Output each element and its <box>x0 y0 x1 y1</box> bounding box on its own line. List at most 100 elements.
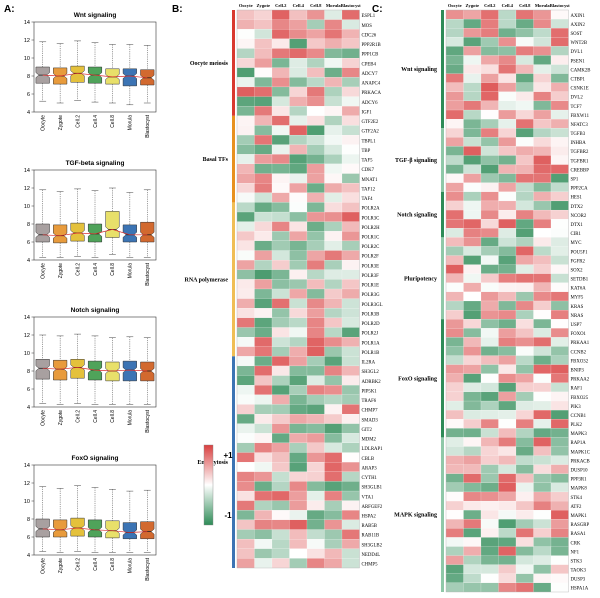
group-label-foxo-signaling: FoxO signaling <box>398 376 437 382</box>
heatmap-cell <box>306 298 325 309</box>
heatmap-cell <box>289 144 308 155</box>
y-tick-label: 12 <box>24 333 30 339</box>
heatmap-cell <box>515 500 534 511</box>
heatmap-cell <box>550 537 569 547</box>
heatmap-cell <box>463 155 482 165</box>
heatmap-cell <box>236 394 255 405</box>
box-body <box>70 517 85 537</box>
heatmap-cell <box>445 146 464 156</box>
heatmap-cell <box>463 419 482 429</box>
heatmap-cell <box>445 46 464 56</box>
gene-label-nedd4l: NEDD4L <box>362 553 381 558</box>
heatmap-cell <box>480 46 499 56</box>
heatmap-cell <box>498 282 517 292</box>
heatmap-cell <box>498 500 517 511</box>
heatmap-cell <box>324 413 343 424</box>
heatmap-cell <box>324 154 343 165</box>
heatmap-cell <box>533 128 552 138</box>
heatmap-row-igf1 <box>236 106 360 116</box>
heatmap-row-ppp2ca <box>445 182 569 192</box>
box-plot-frame <box>33 316 157 408</box>
y-tick-label: 10 <box>24 56 30 62</box>
heatmap-cell <box>550 564 569 574</box>
heatmap-cell <box>480 319 499 329</box>
heatmap-cell <box>445 573 464 583</box>
heatmap-cell <box>550 400 569 411</box>
heatmap-cell <box>306 404 325 415</box>
heatmap-cell <box>324 375 343 386</box>
group-color-bar <box>441 128 444 192</box>
gene-label-adcy6: ADCY6 <box>362 101 379 106</box>
heatmap-cell <box>306 19 325 30</box>
heatmap-cell <box>515 128 534 138</box>
heatmap-cell <box>289 260 308 270</box>
gene-label-polr2j: POLR2J <box>362 332 379 337</box>
heatmap-cell <box>254 9 273 20</box>
heatmap-cell <box>498 400 517 411</box>
heatmap-cell <box>271 58 290 68</box>
x-tick-label: Cell.8 <box>110 410 116 423</box>
heatmap-cell <box>289 221 308 232</box>
heatmap-cell <box>271 365 290 376</box>
heatmap-cell <box>480 73 499 83</box>
x-tick-label: Morula <box>128 558 134 574</box>
heatmap-row-tgfbr1 <box>445 155 569 165</box>
heatmap-cell <box>445 119 464 129</box>
heatmap-cell <box>515 346 534 356</box>
heatmap-cell <box>515 373 534 383</box>
heatmap-cell <box>463 464 482 474</box>
group-label-tgf-signaling: TGF-β signaling <box>395 158 437 164</box>
heatmap-cell <box>254 48 273 59</box>
heatmap-cell <box>463 164 482 174</box>
y-tick-label: 12 <box>24 38 30 44</box>
heatmap-cell <box>445 537 464 547</box>
gene-label-tgfbr2: TGFBR2 <box>571 150 589 155</box>
box-body <box>140 521 155 540</box>
heatmap-cell <box>306 452 325 463</box>
heatmap-cell <box>324 327 343 338</box>
heatmap-cell <box>271 202 290 213</box>
heatmap-cell <box>463 73 482 83</box>
heatmap-cell <box>463 137 482 147</box>
heatmap-cell <box>271 452 290 463</box>
heatmap-cell <box>480 328 499 338</box>
heatmap-cell <box>306 308 325 318</box>
heatmap-cell <box>341 481 360 492</box>
heatmap-cell <box>306 462 325 472</box>
heatmap-cell <box>515 155 534 165</box>
heatmap-row-plk2 <box>445 419 569 429</box>
heatmap-cell <box>289 385 308 395</box>
heatmap-cell <box>445 100 464 111</box>
heatmap-cell <box>445 373 464 383</box>
gene-label-sh3gl2: SH3GL2 <box>362 370 380 375</box>
heatmap-cell <box>550 91 569 102</box>
heatmap-cell <box>289 202 308 213</box>
heatmap-cell <box>480 28 499 38</box>
heatmap-cell <box>341 462 360 472</box>
heatmap-cell <box>254 144 273 155</box>
gene-label-polr3g: POLR3G <box>362 293 381 298</box>
heatmap-cell <box>306 481 325 492</box>
heatmap-cell <box>498 9 517 20</box>
heatmap-row-ppp3r1 <box>445 473 569 483</box>
heatmap-cell <box>515 428 534 438</box>
heatmap-cell <box>236 413 255 424</box>
heatmap-cell <box>480 410 499 420</box>
heatmap-cell <box>271 375 290 386</box>
heatmap-cell <box>341 231 360 241</box>
heatmap-cell <box>306 346 325 357</box>
heatmap-cell <box>324 385 343 395</box>
heatmap-cell <box>445 464 464 474</box>
heatmap-cell <box>254 125 273 136</box>
gene-label-taf4: TAF4 <box>362 197 374 202</box>
heatmap-cell <box>480 391 499 402</box>
heatmap-cell <box>236 288 255 299</box>
heatmap-cell <box>498 464 517 474</box>
x-tick-label: Blastocyst <box>145 114 151 137</box>
heatmap-cell <box>289 86 308 97</box>
box-body <box>87 223 103 243</box>
heatmap-cell <box>324 19 343 30</box>
heatmap-cell <box>498 73 517 83</box>
heatmap-cell <box>533 146 552 156</box>
heatmap-cell <box>533 219 552 229</box>
